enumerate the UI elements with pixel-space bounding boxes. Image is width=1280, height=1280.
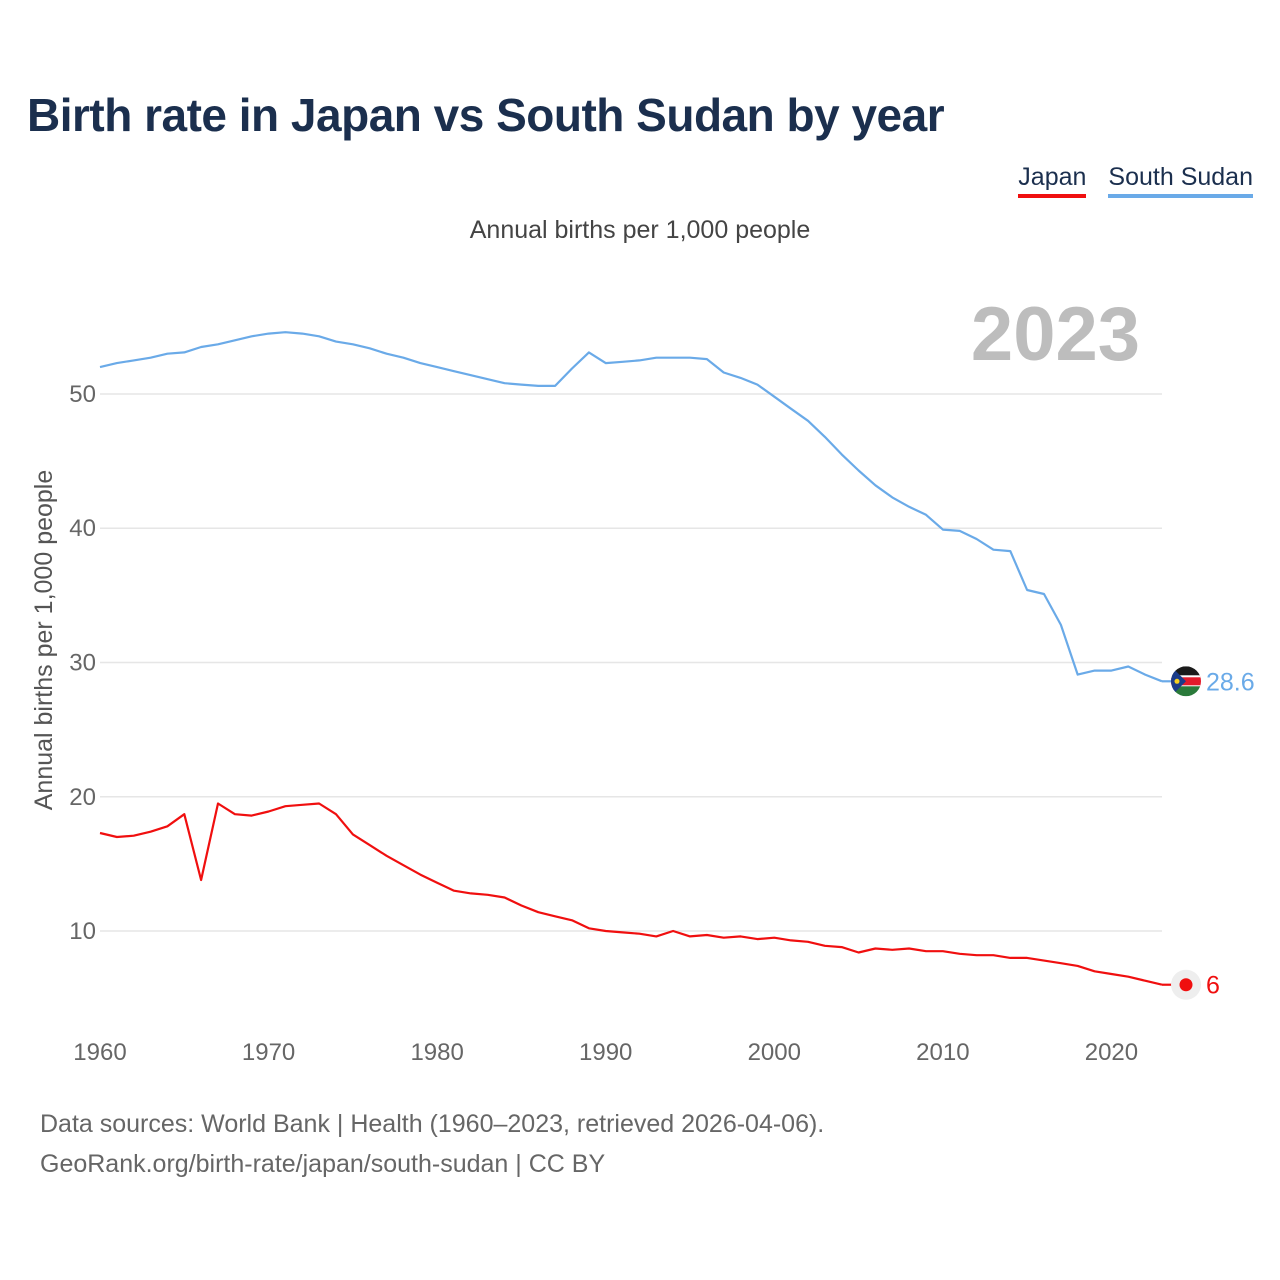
south-sudan-flag-marker <box>1171 666 1201 697</box>
series-line-japan <box>99 802 1163 986</box>
x-tick-label: 1970 <box>242 1039 295 1066</box>
y-tick-label: 10 <box>69 918 96 945</box>
y-tick-label: 40 <box>69 515 96 542</box>
y-tick-label: 20 <box>69 784 96 811</box>
x-tick-label: 1990 <box>579 1039 632 1066</box>
x-tick-label: 1980 <box>410 1039 463 1066</box>
end-value-label-japan: 6 <box>1206 972 1220 1000</box>
x-tick-label: 2010 <box>916 1039 969 1066</box>
highlight-year: 2023 <box>971 292 1140 377</box>
legend-item-japan[interactable]: Japan <box>1018 163 1087 198</box>
source-line-2[interactable]: GeoRank.org/birth-rate/japan/south-sudan… <box>40 1150 606 1178</box>
legend: Japan South Sudan <box>1018 163 1253 198</box>
y-axis-label: Annual births per 1,000 people <box>30 470 58 811</box>
series-line-south-sudan <box>99 331 1163 683</box>
page-title: Birth rate in Japan vs South Sudan by ye… <box>27 89 945 141</box>
y-tick-label: 30 <box>69 650 96 677</box>
source-line-1: Data sources: World Bank | Health (1960–… <box>40 1110 825 1138</box>
x-tick-label: 1960 <box>73 1039 126 1066</box>
legend-item-south-sudan[interactable]: South Sudan <box>1108 163 1253 198</box>
x-tick-label: 2000 <box>748 1039 801 1066</box>
chart-subtitle: Annual births per 1,000 people <box>469 216 811 244</box>
end-value-label-south-sudan: 28.6 <box>1206 668 1255 696</box>
y-tick-label: 50 <box>69 381 96 408</box>
x-tick-label: 2020 <box>1085 1039 1138 1066</box>
japan-flag-disc <box>1179 978 1193 992</box>
data-source: Data sources: World Bank | Health (1960–… <box>40 1104 824 1184</box>
